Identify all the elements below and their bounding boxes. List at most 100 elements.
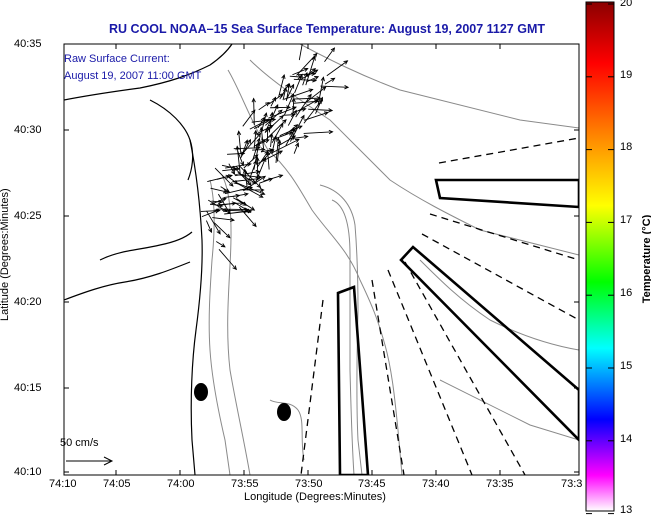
current-vector-arrow [324,77,336,85]
current-vector-arrow [243,154,259,169]
current-vector-arrow [289,74,303,79]
current-vector-arrow [320,85,350,90]
current-vector-arrow [237,182,266,195]
current-vector-arrow [265,109,283,126]
current-vector-arrow [224,209,253,215]
current-vector-arrow [308,108,334,113]
current-vector-arrow [293,134,309,139]
current-vector-arrow [241,139,249,155]
current-vector-arrow [305,86,327,103]
current-vector-arrow [278,74,286,98]
figure-title: RU COOL NOAA–15 Sea Surface Temperature:… [108,22,546,36]
x-tick-label: 73:45 [358,478,386,490]
plot-frame [63,43,580,476]
current-vector-arrow [232,197,248,206]
current-vector-arrow [213,222,231,239]
current-vector-arrow [212,217,236,222]
plot-area [64,44,579,475]
colorbar-label: 20 [620,0,633,9]
colorbar-ticks [586,3,614,515]
current-vector-arrow [257,150,284,165]
marker-spot-1 [194,383,208,401]
colorbar-label: 18 [620,141,633,153]
current-vector-arrow [283,92,295,116]
current-vector-arrow [253,139,270,147]
bathymetry-contours [208,44,579,475]
colorbar-label: 19 [620,69,633,81]
current-vector-arrow [326,60,349,77]
current-vector-arrow [240,138,251,158]
transect-boxes [336,178,579,475]
x-tick-label: 73:50 [295,478,323,490]
current-vector-arrow [292,67,309,76]
marker-spot-2 [277,403,291,421]
current-vector-arrow [239,187,265,193]
y-tick-label: 40:10 [14,466,42,478]
current-vector-arrow [252,147,266,152]
current-vector-arrow [305,76,320,83]
current-vector-arrow [302,71,308,86]
x-tick-label: 74:00 [167,478,195,490]
current-vector-arrow [290,127,296,141]
current-vector-arrow [255,124,274,135]
axis-ticks [63,43,580,475]
current-label-line1: Raw Surface Current: [64,53,170,65]
current-vector-arrow [279,125,303,137]
colorbar-title: Temperature (°C) [641,214,651,304]
current-label-line2: August 19, 2007 11:00 GMT [64,70,202,82]
colorbar-label: 13 [620,504,633,516]
x-tick-label: 74:10 [49,478,77,490]
colorbar-label: 15 [620,360,633,372]
current-vector-arrow [317,76,325,106]
current-vector-arrow [284,124,299,136]
current-vector-arrow [242,109,256,127]
current-vector-arrow [216,241,226,248]
current-vector-arrow [235,145,241,175]
current-vector-arrow [247,159,258,184]
current-vector-arrow [268,93,285,105]
current-vector-arrow [259,177,274,184]
current-vector-arrow [262,149,275,161]
current-vector-arrow [293,142,300,154]
current-vector-arrow [264,115,284,133]
current-vector-arrow [249,119,270,130]
x-tick-label: 73:40 [422,478,450,490]
colorbar-label: 14 [620,433,633,445]
current-vector-arrow [210,197,227,205]
current-vector-arrow [266,119,287,140]
x-tick-label: 74:05 [103,478,131,490]
current-vector-arrow [218,249,237,271]
current-vector-arrow [208,199,228,213]
current-vector-arrow [234,169,261,177]
scale-arrow [66,456,114,466]
surface-current-vectors [200,44,350,271]
y-axis-label: Latitude (Degrees:Minutes) [0,188,11,321]
colorbar [585,1,615,512]
current-vector-arrow [222,167,237,172]
y-tick-label: 40:35 [14,38,42,50]
y-tick-label: 40:20 [14,296,42,308]
current-vector-arrow [324,47,336,62]
current-vector-arrow [270,138,300,154]
current-vector-arrow [270,96,277,107]
current-vector-arrow [238,206,257,228]
current-vector-arrow [283,88,314,100]
current-vector-arrow [282,86,288,101]
current-vector-arrow [238,164,262,189]
y-tick-label: 40:25 [14,210,42,222]
current-vector-arrow [298,99,319,112]
current-vector-arrow [207,174,231,182]
dashed-sector-lines [300,137,579,475]
current-vector-arrow [303,111,329,121]
current-vector-arrow [287,109,297,126]
current-vector-arrow [220,186,231,193]
coastline [64,44,233,475]
x-tick-label: 73:3 [561,478,583,490]
current-vector-arrow [205,220,213,234]
current-vector-arrow [295,93,312,118]
current-vector-arrow [306,68,317,77]
current-vector-arrow [228,163,236,175]
current-vector-arrow [282,112,296,117]
x-tick-label: 73:55 [231,478,259,490]
